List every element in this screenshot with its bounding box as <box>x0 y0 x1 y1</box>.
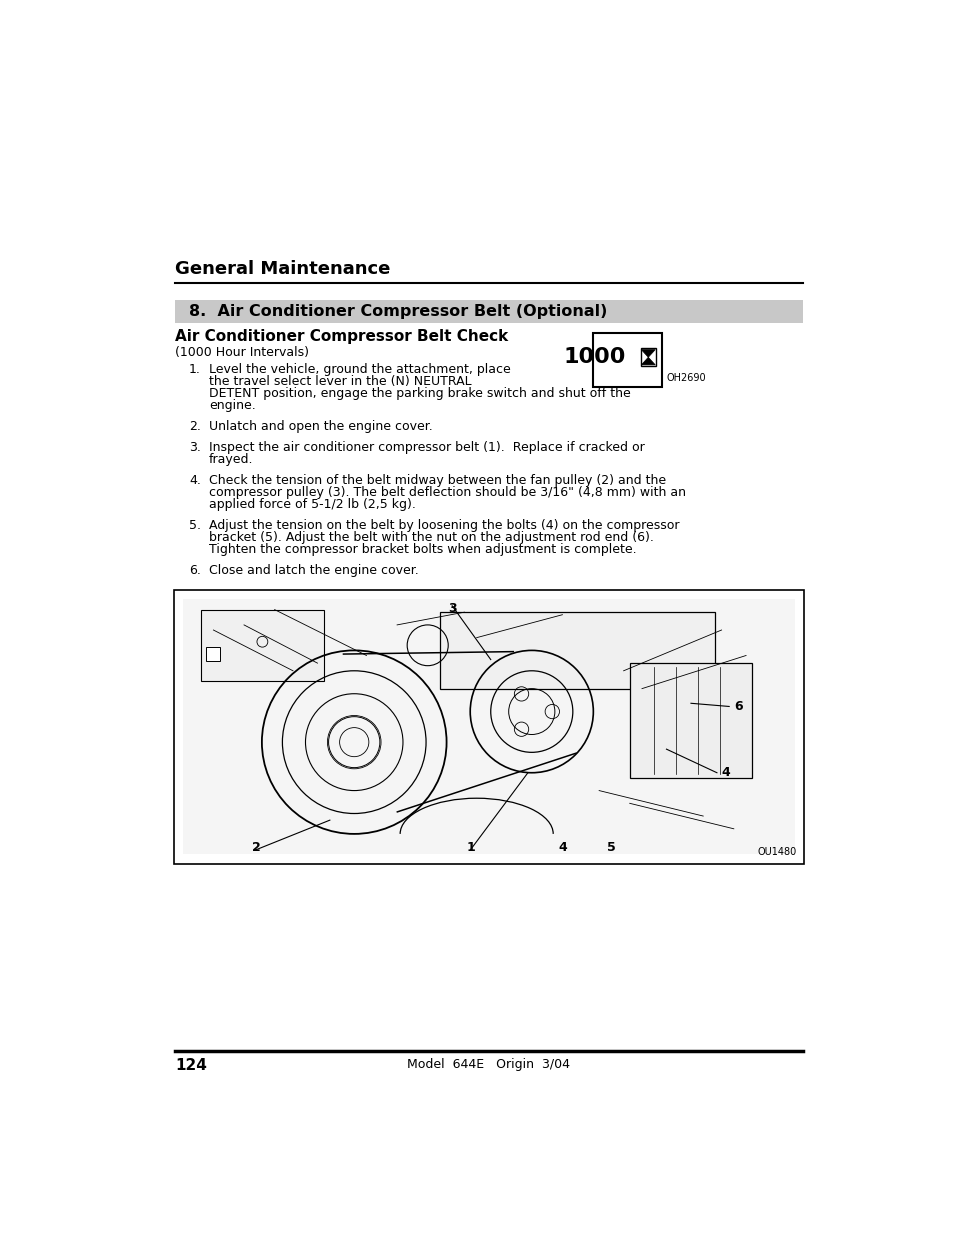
Bar <box>174 300 802 324</box>
Text: Air Conditioner Compressor Belt Check: Air Conditioner Compressor Belt Check <box>174 330 508 345</box>
Text: Model  644E   Origin  3/04: Model 644E Origin 3/04 <box>407 1057 570 1071</box>
Text: 4.: 4. <box>189 474 201 488</box>
Bar <box>639 348 656 366</box>
Text: Close and latch the engine cover.: Close and latch the engine cover. <box>209 564 418 578</box>
Text: 4: 4 <box>558 841 566 853</box>
Text: 1: 1 <box>466 841 475 853</box>
Text: DETENT position, engage the parking brake switch and shut off the: DETENT position, engage the parking brak… <box>209 387 630 400</box>
Text: Adjust the tension on the belt by loosening the bolts (4) on the compressor: Adjust the tension on the belt by loosen… <box>209 520 679 532</box>
Bar <box>629 663 751 778</box>
Text: 3: 3 <box>447 601 456 615</box>
Text: 3.: 3. <box>189 441 201 454</box>
Text: the travel select lever in the (N) NEUTRAL: the travel select lever in the (N) NEUTR… <box>209 375 472 388</box>
Bar <box>173 590 803 863</box>
Text: 6: 6 <box>733 700 741 713</box>
Text: OU1480: OU1480 <box>757 847 796 857</box>
Text: Check the tension of the belt midway between the fan pulley (2) and the: Check the tension of the belt midway bet… <box>209 474 665 488</box>
Text: 124: 124 <box>174 1057 207 1072</box>
Text: Inspect the air conditioner compressor belt (1).  Replace if cracked or: Inspect the air conditioner compressor b… <box>209 441 644 454</box>
Text: compressor pulley (3). The belt deflection should be 3/16" (4,8 mm) with an: compressor pulley (3). The belt deflecti… <box>209 487 685 499</box>
Text: 8.  Air Conditioner Compressor Belt (Optional): 8. Air Conditioner Compressor Belt (Opti… <box>189 304 607 319</box>
Text: applied force of 5-1/2 lb (2,5 kg).: applied force of 5-1/2 lb (2,5 kg). <box>209 498 416 511</box>
Bar <box>183 599 794 855</box>
Polygon shape <box>640 357 655 364</box>
Text: General Maintenance: General Maintenance <box>174 259 390 278</box>
Bar <box>206 647 219 661</box>
Text: 1000: 1000 <box>563 347 625 367</box>
Text: Tighten the compressor bracket bolts when adjustment is complete.: Tighten the compressor bracket bolts whe… <box>209 543 636 556</box>
Text: (1000 Hour Intervals): (1000 Hour Intervals) <box>174 346 309 359</box>
Bar <box>201 610 323 680</box>
Polygon shape <box>640 350 655 357</box>
Bar <box>439 613 715 689</box>
Text: 6.: 6. <box>189 564 201 578</box>
Text: 4: 4 <box>720 766 730 779</box>
Text: 1.: 1. <box>189 363 201 375</box>
Text: 5: 5 <box>606 841 615 853</box>
Text: frayed.: frayed. <box>209 453 253 466</box>
Text: 5.: 5. <box>189 520 201 532</box>
Text: OH2690: OH2690 <box>665 373 705 383</box>
Text: engine.: engine. <box>209 399 255 411</box>
Bar <box>592 333 661 387</box>
Text: Level the vehicle, ground the attachment, place: Level the vehicle, ground the attachment… <box>209 363 511 375</box>
Text: 2: 2 <box>252 841 260 853</box>
Text: bracket (5). Adjust the belt with the nut on the adjustment rod end (6).: bracket (5). Adjust the belt with the nu… <box>209 531 654 545</box>
Text: Unlatch and open the engine cover.: Unlatch and open the engine cover. <box>209 420 433 433</box>
Text: 2.: 2. <box>189 420 201 433</box>
